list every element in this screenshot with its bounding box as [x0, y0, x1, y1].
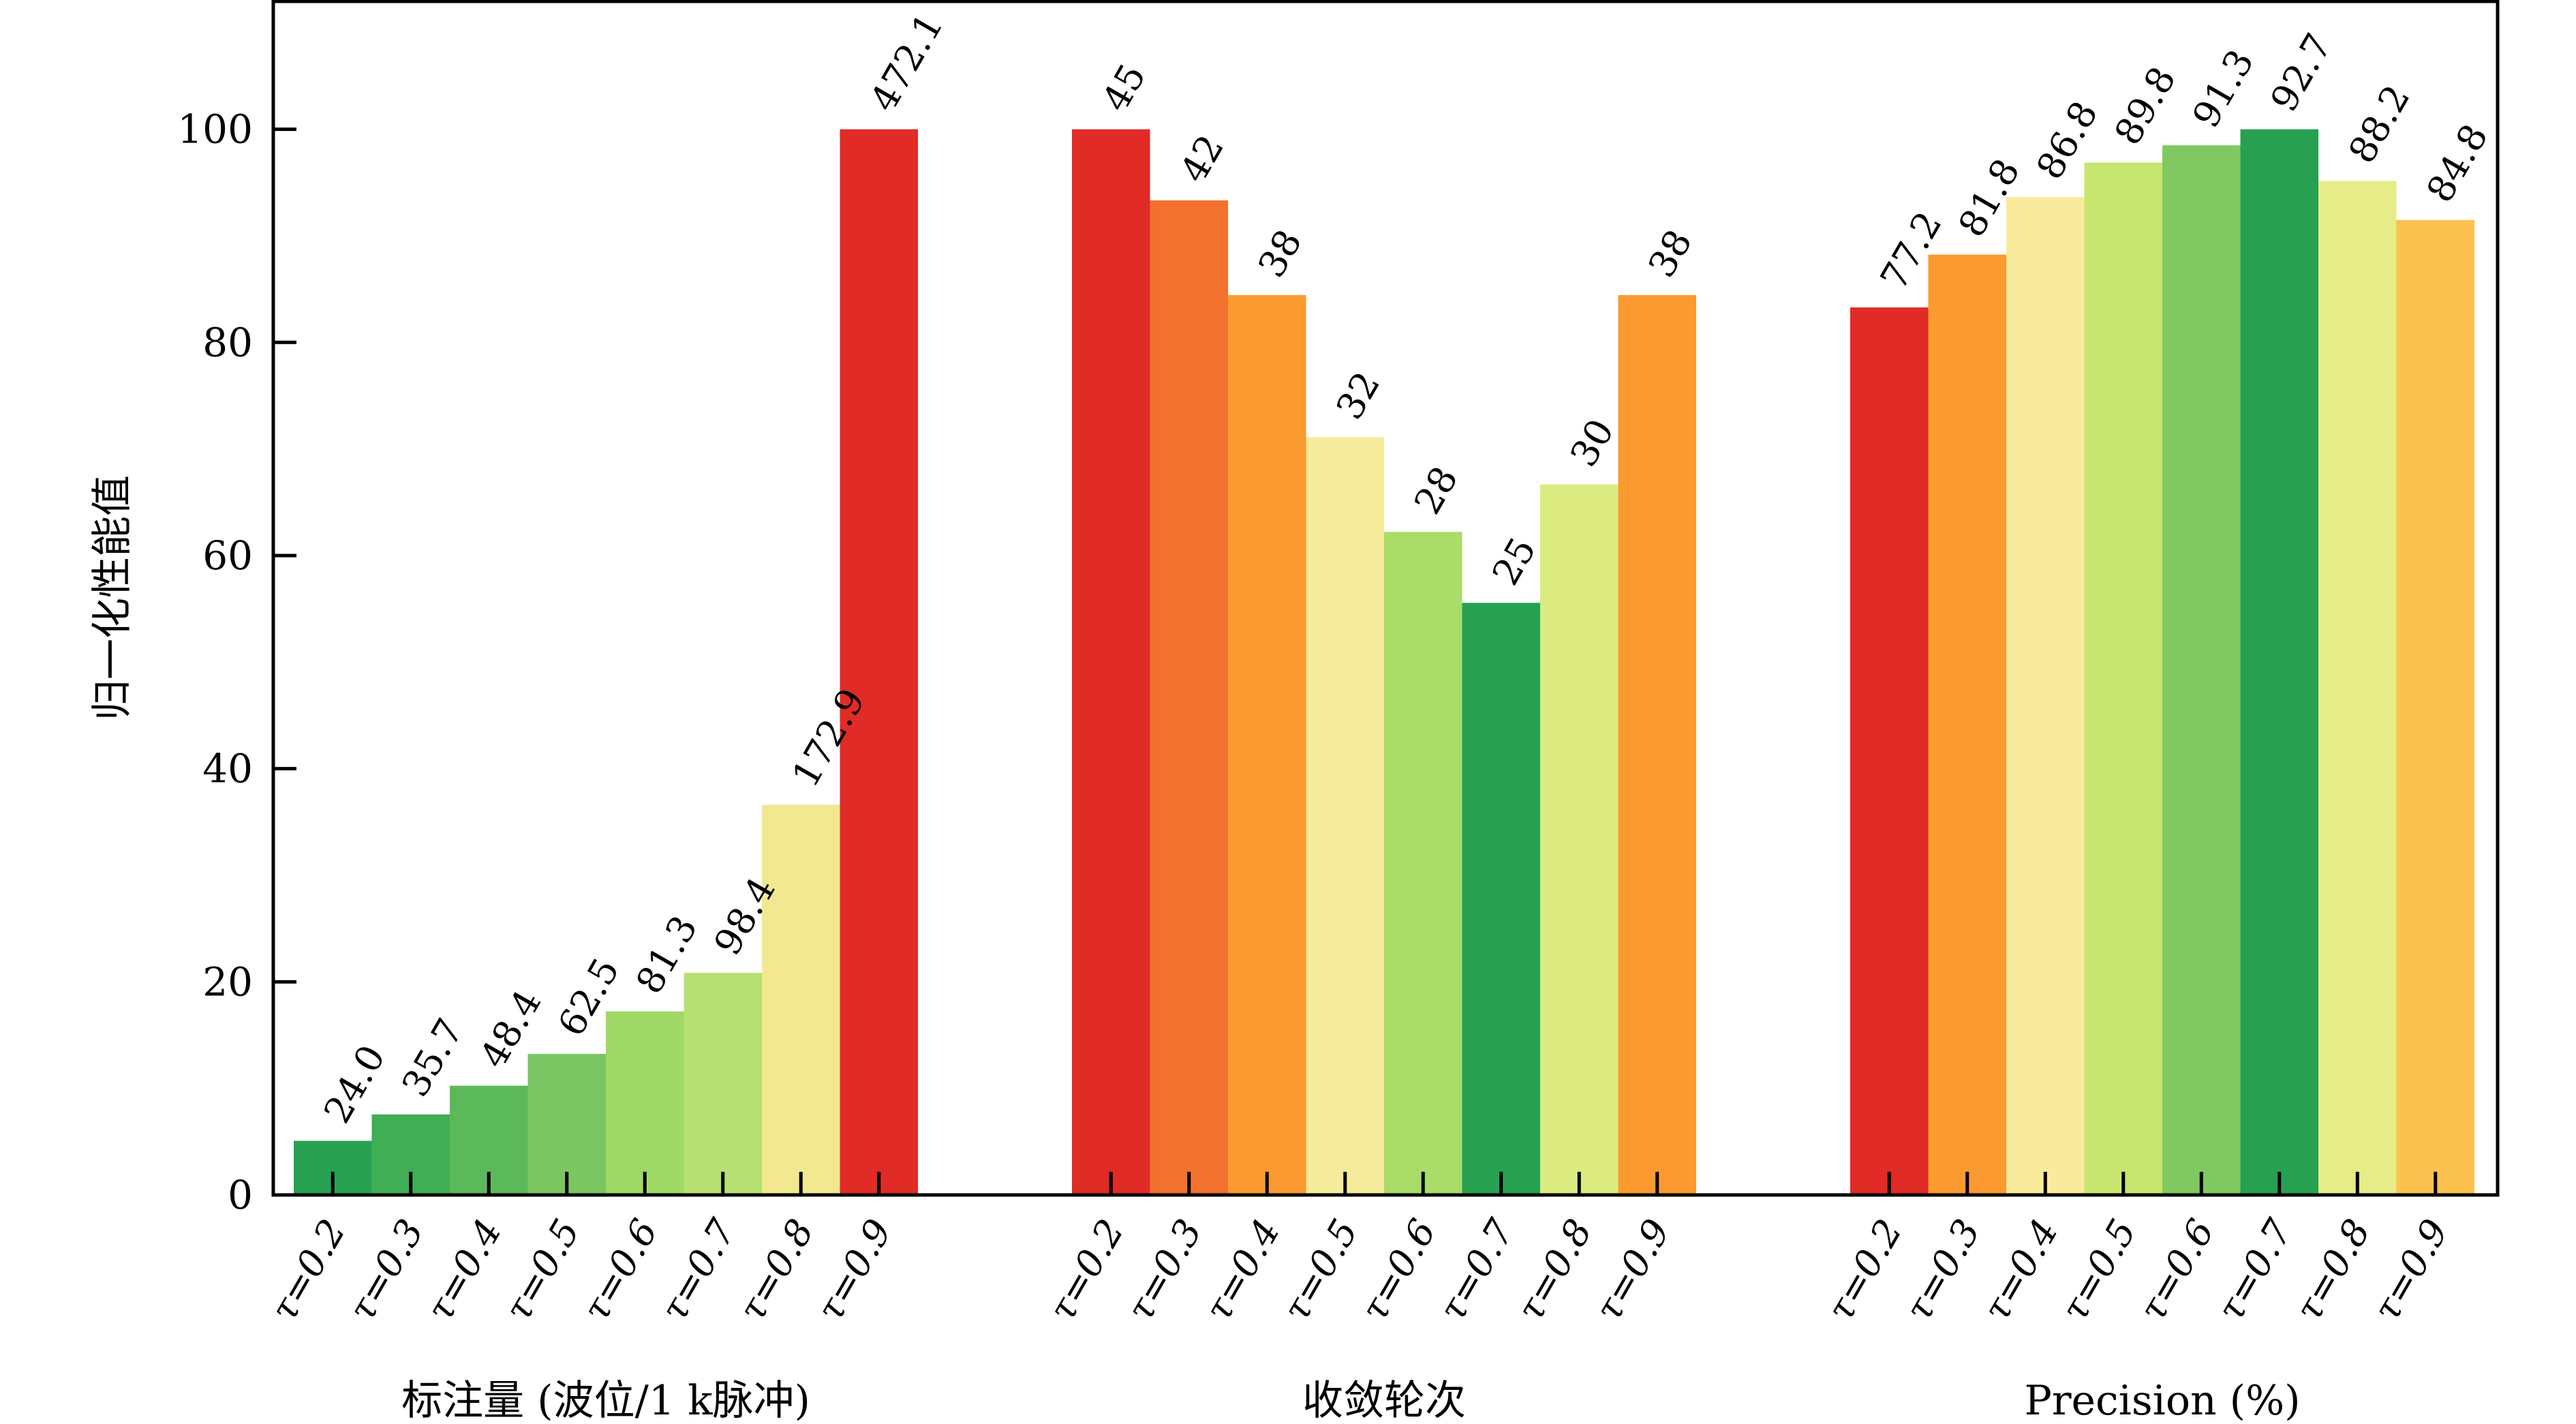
bar	[1228, 294, 1306, 1195]
bar-value-label: 30	[1562, 412, 1623, 474]
bar	[527, 1054, 606, 1195]
x-tick-label: τ=0.6	[574, 1212, 666, 1329]
bar	[2240, 129, 2318, 1195]
y-tick-label: 60	[202, 532, 253, 579]
bar	[2084, 162, 2162, 1195]
bars-layer	[294, 129, 2474, 1196]
x-axis-label: Precision (%)	[2025, 1377, 2301, 1424]
bar-value-label: 42	[1171, 127, 1232, 190]
x-tick-label: τ=0.2	[262, 1212, 354, 1329]
x-tick-label: τ=0.9	[808, 1212, 900, 1329]
bar	[1150, 200, 1228, 1195]
bar-value-label: 45	[1094, 57, 1154, 119]
bar	[606, 1011, 684, 1195]
bar	[2006, 197, 2085, 1195]
x-tick-label: τ=0.6	[2130, 1212, 2222, 1329]
x-tick-label: τ=0.6	[1352, 1212, 1444, 1329]
x-tick-label: τ=0.8	[2286, 1212, 2378, 1329]
y-tick-label: 20	[202, 958, 253, 1005]
x-tick-label: τ=0.5	[496, 1212, 588, 1329]
x-tick-label: τ=0.3	[340, 1212, 432, 1329]
bar	[1306, 437, 1384, 1195]
y-tick-label: 100	[177, 106, 253, 153]
bar	[1618, 294, 1696, 1195]
bar-value-label: 88.2	[2340, 78, 2419, 170]
x-axis-label: 标注量 (波位/1 k脉冲)	[401, 1377, 810, 1424]
bar-value-label: 91.3	[2184, 42, 2263, 135]
bar-value-label: 38	[1640, 222, 1700, 284]
bar	[1850, 307, 1929, 1195]
x-tick-label: τ=0.4	[1974, 1212, 2066, 1329]
x-axis-label: 收敛轮次	[1302, 1377, 1466, 1424]
bar-value-label: 92.7	[2262, 26, 2340, 119]
bar	[2396, 219, 2474, 1195]
bar-value-label: 38	[1250, 222, 1310, 284]
bar-value-label: 89.8	[2106, 59, 2184, 152]
bar	[762, 804, 840, 1195]
bar	[684, 973, 762, 1195]
x-tick-label: τ=0.5	[1274, 1212, 1366, 1329]
x-tick-label: τ=0.7	[1430, 1211, 1522, 1328]
y-axis-label: 归一化性能值	[89, 475, 136, 721]
x-tick-label: τ=0.2	[1040, 1212, 1132, 1329]
bar	[1540, 484, 1619, 1195]
bar	[1462, 603, 1540, 1195]
x-tick-label: τ=0.9	[1586, 1212, 1678, 1329]
plot-frame	[271, 0, 2500, 1197]
x-tick-label: τ=0.3	[1118, 1212, 1210, 1329]
bar	[840, 129, 918, 1195]
x-tick-label: τ=0.4	[418, 1212, 510, 1329]
x-tick-label: τ=0.2	[1818, 1212, 1910, 1329]
bar-value-label: 28	[1406, 459, 1467, 521]
bar	[1928, 254, 2006, 1195]
bar	[2318, 181, 2397, 1196]
x-tick-label: τ=0.8	[730, 1212, 822, 1329]
bar-value-label: 472.1	[861, 6, 951, 119]
bar-value-label: 25	[1484, 530, 1544, 592]
x-tick-label: τ=0.5	[2053, 1212, 2145, 1329]
y-tick-label: 80	[202, 319, 253, 365]
bar-value-label: 32	[1328, 365, 1388, 427]
x-tick-label: τ=0.3	[1897, 1212, 1989, 1329]
bar	[1384, 532, 1462, 1195]
x-tick-label: τ=0.4	[1196, 1212, 1288, 1329]
x-tick-label: τ=0.9	[2365, 1212, 2457, 1329]
bar	[1072, 129, 1150, 1195]
y-tick-label: 40	[202, 746, 253, 792]
y-tick-label: 0	[228, 1172, 253, 1218]
bar	[2162, 145, 2241, 1196]
x-tick-label: τ=0.8	[1508, 1212, 1600, 1329]
bar-value-label: 84.8	[2418, 117, 2496, 210]
x-tick-label: τ=0.7	[2209, 1211, 2301, 1328]
x-tick-label: τ=0.7	[652, 1211, 744, 1328]
